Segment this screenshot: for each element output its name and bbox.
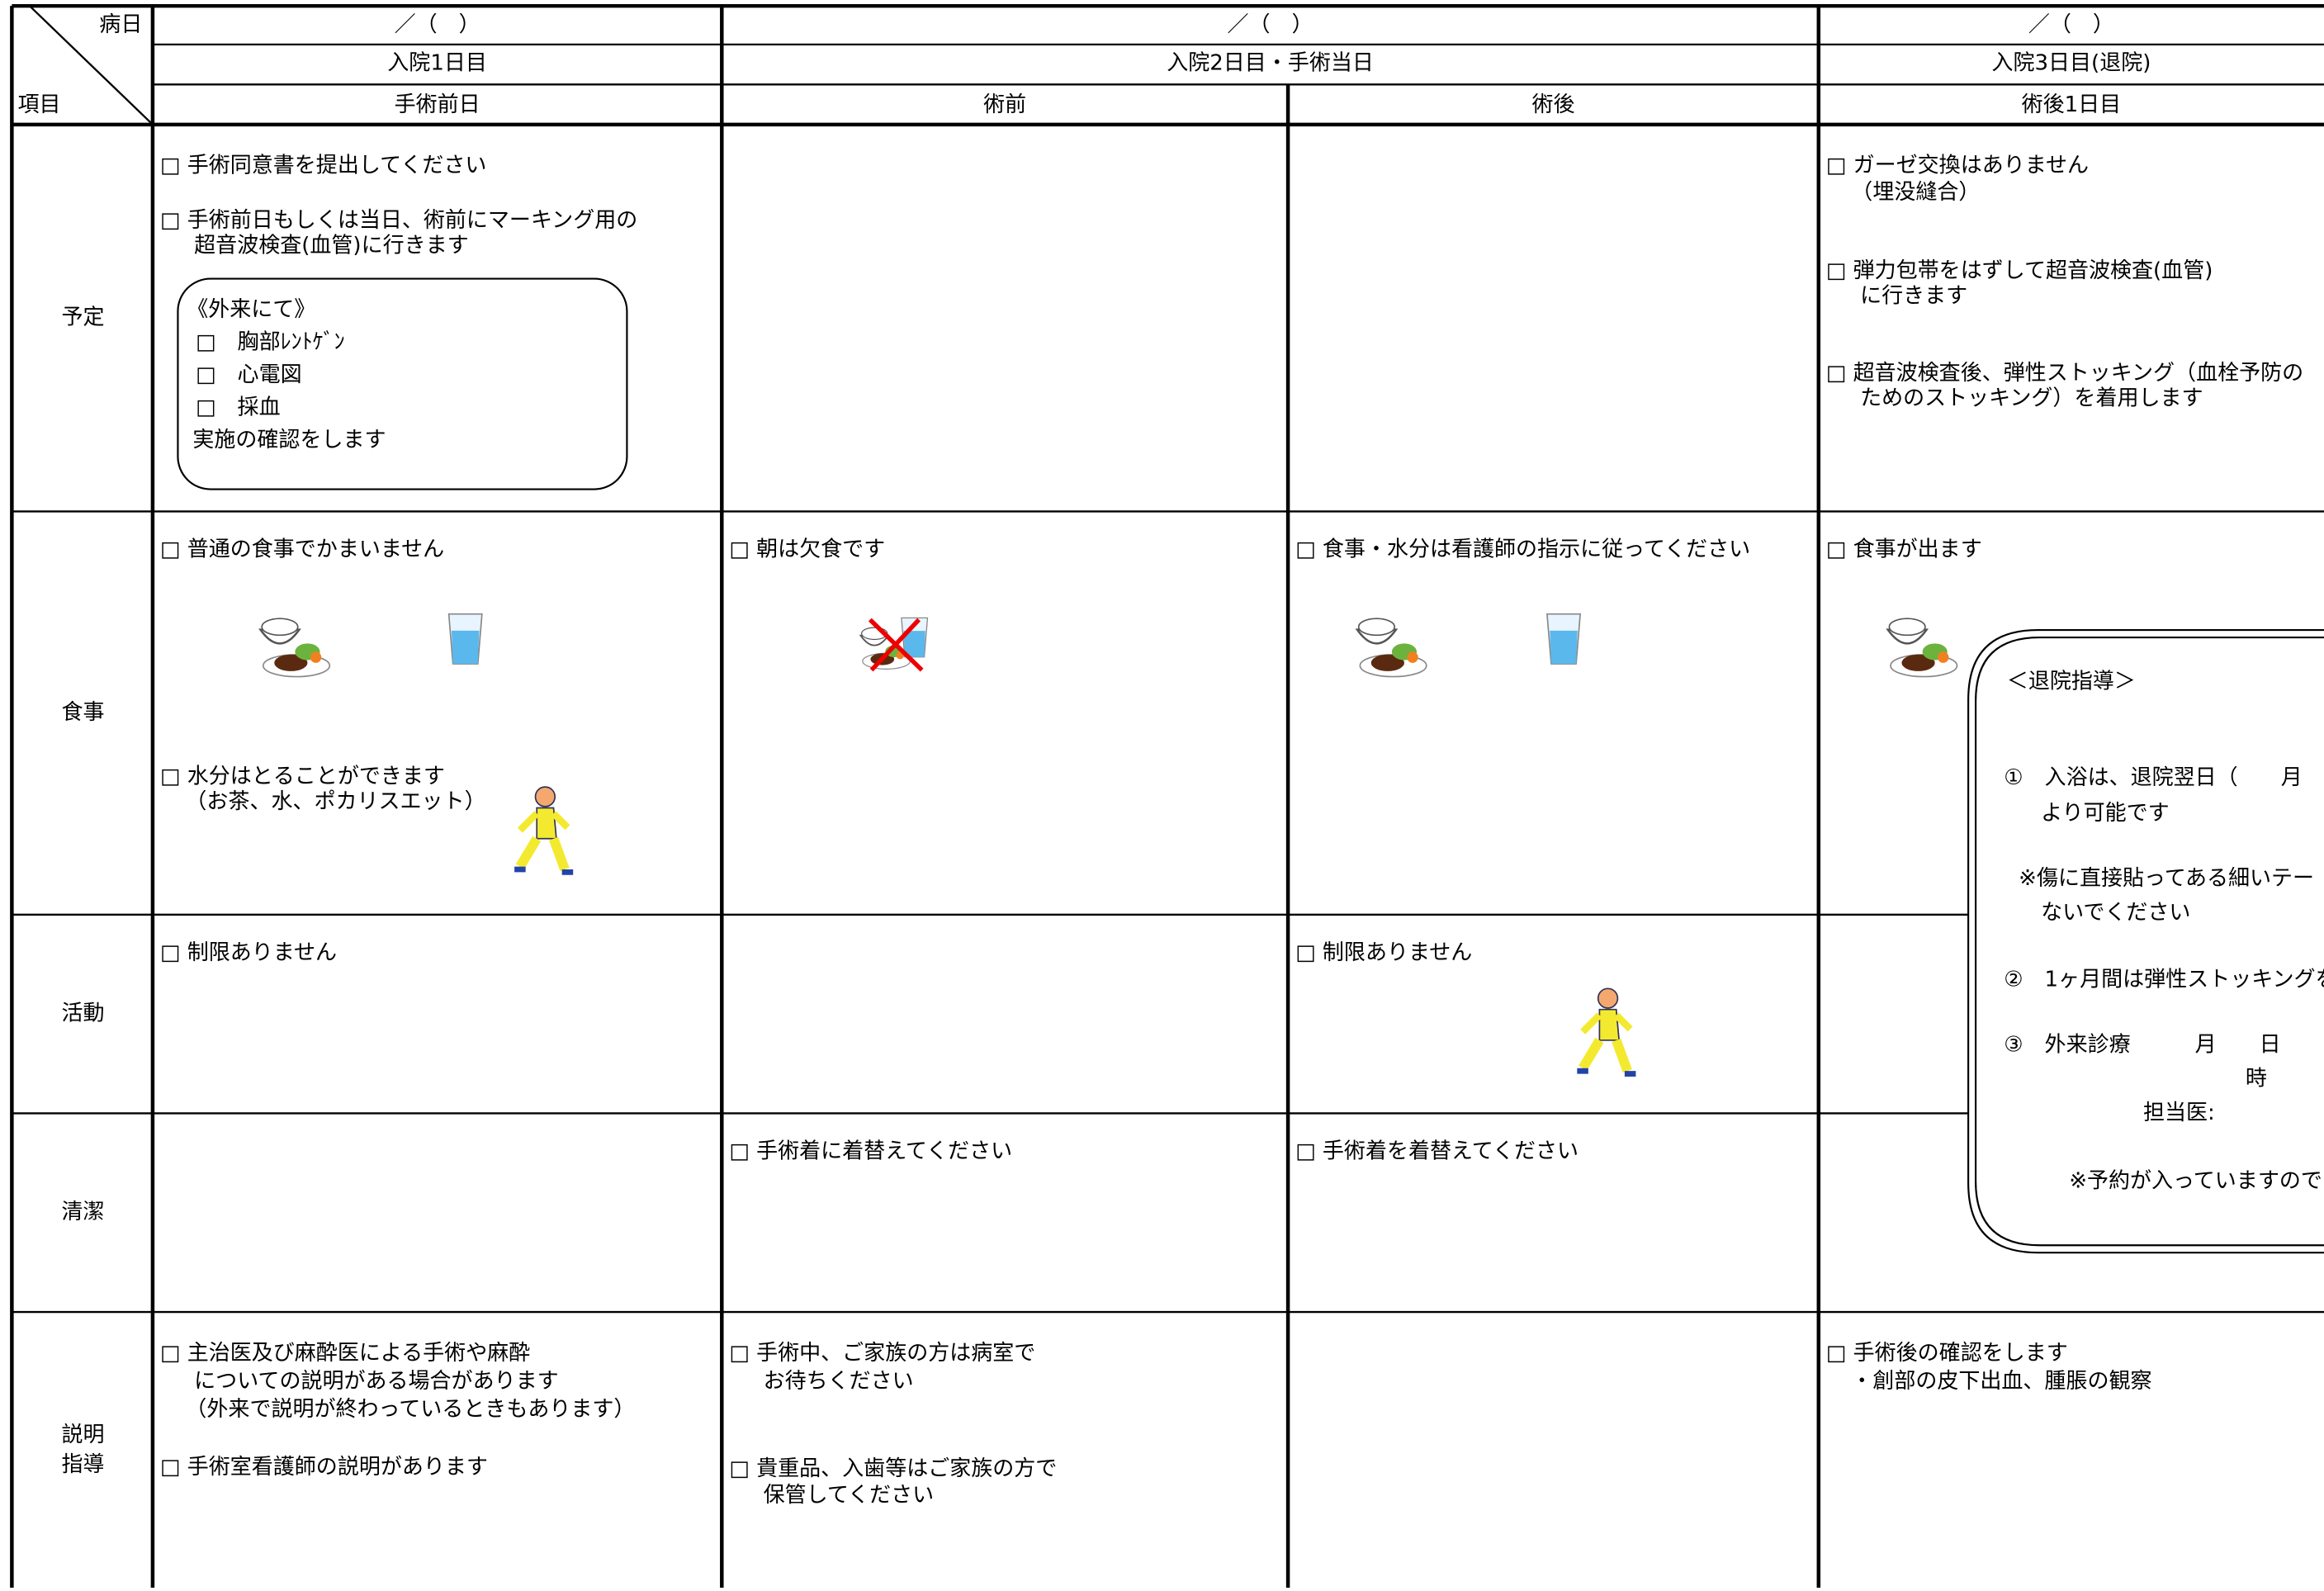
cell-text: ／（ ） (2028, 12, 2114, 37)
cell-text: □ 心電図 (196, 362, 302, 387)
cell-text: についての説明がある場合があります (194, 1369, 558, 1394)
meal-icon (259, 617, 331, 678)
cell-text: 術後1日目 (2022, 92, 2122, 117)
water-icon (1546, 613, 1582, 665)
cell-text: 入院2日目・手術当日 (1167, 51, 1374, 76)
cell-text: □ 手術後の確認をします (1826, 1341, 2068, 1366)
cell-text: ※予約が入っていますので (2069, 1169, 2322, 1194)
cell-text: 保管してください (764, 1483, 935, 1508)
cell-text: □ 制限ありません (160, 940, 337, 965)
row-label: 食事 (62, 700, 105, 725)
cell-text: 入院1日目 (387, 51, 487, 76)
cell-text: □ 手術前日もしくは当日、術前にマーキング用の (160, 208, 637, 233)
row-label: 予定 (62, 305, 105, 330)
cell-text: 項目 (18, 92, 61, 117)
cell-text: ためのストッキング）を着用します (1860, 386, 2203, 410)
cell-text: □ 採血 (196, 395, 281, 419)
cell-text: より可能です (2041, 801, 2170, 826)
cell-text: ないでください (2041, 901, 2190, 926)
cell-text: ／（ ） (395, 12, 480, 37)
cell-text: 術後 (1531, 92, 1574, 117)
cell-text: 担当医: (2143, 1101, 2215, 1125)
row-label: 活動 (62, 1001, 105, 1026)
cell-text: 入院3日目(退院) (1991, 51, 2151, 76)
cell-text: 超音波検査(血管)に行きます (194, 234, 468, 258)
grid (10, 3, 2324, 1588)
cell-text: （外来で説明が終わっているときもあります） (185, 1397, 635, 1422)
cell-text: ／（ ） (1228, 12, 1313, 37)
cell-text: □ 超音波検査後、弾性ストッキング（血栓予防の (1826, 361, 2303, 386)
cell-text: 時 (2246, 1067, 2267, 1091)
row-label: 清潔 (62, 1200, 105, 1224)
meal-icon (1356, 617, 1428, 678)
cell-text: （お茶、水、ポカリスエット） (185, 789, 485, 814)
cell-text: に行きます (1860, 284, 1967, 309)
cell-text: □ 胸部ﾚﾝﾄｹﾞﾝ (196, 329, 345, 354)
cross-mark (868, 618, 924, 672)
meal-icon (1886, 617, 1958, 678)
cell-text: ※傷に直接貼ってある細いテー (2019, 866, 2314, 891)
cell-text: □ 弾力包帯をはずして超音波検査(血管) (1826, 258, 2213, 283)
cell-text: □ 制限ありません (1295, 940, 1472, 965)
cell-text: 病日 (99, 12, 142, 37)
cell-text: □ 食事が出ます (1826, 537, 1982, 562)
cell-text: ① 入浴は、退院翌日（ 月 (2004, 765, 2303, 790)
cell-text: 実施の確認をします (192, 428, 386, 452)
water-icon (447, 613, 483, 665)
icons (259, 613, 1958, 1074)
walking-icon (1577, 988, 1635, 1073)
cell-text: □ 普通の食事でかまいません (160, 537, 444, 562)
cell-text: □ 貴重品、入歯等はご家族の方で (729, 1456, 1057, 1481)
row-label: 説明指導 (62, 1423, 105, 1477)
cell-text: （埋没縫合） (1851, 180, 1980, 205)
cell-text: □ 手術着を着替えてください (1295, 1139, 1579, 1164)
cell-text: 手術前日 (395, 92, 480, 117)
cell-text: ② 1ヶ月間は弾性ストッキングを (2004, 967, 2324, 992)
cell-text: 《外来にて》 (187, 297, 315, 322)
rule (29, 5, 154, 125)
cell-text: □ 主治医及び麻酔医による手術や麻酔 (160, 1341, 530, 1366)
cell-text: □ 食事・水分は看護師の指示に従ってください (1295, 537, 1750, 562)
cell-text: □ 朝は欠食です (729, 537, 885, 562)
outpatient-box (177, 277, 628, 490)
cell-text: □ ガーゼ交換はありません (1826, 154, 2089, 178)
cell-text: □ 水分はとることができます (160, 764, 445, 788)
walking-icon (514, 787, 573, 872)
cell-text: 術前 (983, 92, 1026, 117)
cell-text: ③ 外来診療 月 日 (2004, 1032, 2280, 1057)
cell-text: お待ちください (764, 1369, 914, 1394)
cell-text: □ 手術同意書を提出してください (160, 154, 486, 178)
cell-text: □ 手術着に着替えてください (729, 1139, 1012, 1164)
discharge-title: ＜退院指導＞ (2007, 669, 2136, 694)
discharge-box (1967, 629, 2324, 1254)
cell-text: ・創部の皮下出血、腫脹の観察 (1851, 1369, 2151, 1394)
cell-text: □ 手術室看護師の説明があります (160, 1455, 488, 1480)
cell-text: □ 手術中、ご家族の方は病室で (729, 1341, 1035, 1366)
